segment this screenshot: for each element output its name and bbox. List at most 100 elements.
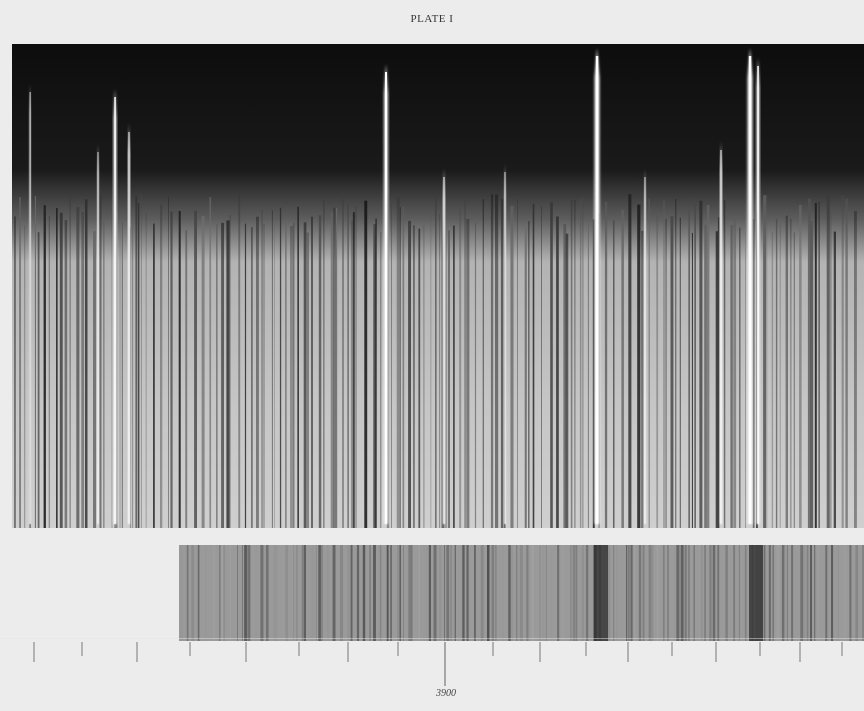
comparison-line	[494, 545, 497, 641]
scale-ticks	[33, 642, 843, 686]
comparison-line	[738, 545, 740, 641]
comparison-line	[539, 545, 541, 641]
absorption-line	[194, 210, 197, 528]
absorption-line	[524, 224, 527, 528]
absorption-line	[785, 215, 788, 528]
comparison-line	[800, 545, 804, 641]
spectrum-background	[12, 44, 864, 528]
absorption-line	[375, 218, 377, 528]
absorption-line	[637, 204, 641, 528]
comparison-line	[684, 545, 687, 641]
comparison-line	[311, 545, 314, 641]
comparison-line	[837, 545, 839, 641]
comparison-line	[397, 545, 400, 641]
comparison-line	[650, 545, 654, 641]
comparison-line	[296, 545, 298, 641]
comparison-line	[219, 545, 221, 641]
comparison-line	[781, 545, 785, 641]
absorption-line	[285, 219, 287, 528]
emission-line-core	[114, 97, 116, 524]
absorption-line	[435, 194, 437, 528]
emission-line-core	[757, 66, 759, 524]
absorption-line	[396, 197, 400, 528]
comparison-spectrum-strip	[179, 545, 864, 641]
absorption-line	[717, 217, 720, 528]
comparison-line	[318, 545, 321, 641]
absorption-line	[699, 200, 703, 528]
absorption-line	[574, 199, 576, 528]
absorption-line	[550, 202, 553, 528]
absorption-line	[790, 218, 792, 528]
absorption-line	[221, 222, 224, 528]
comparison-line	[356, 545, 360, 641]
absorption-line	[706, 205, 710, 528]
absorption-line	[582, 197, 584, 528]
absorption-line	[500, 198, 504, 528]
absorption-line	[793, 232, 795, 528]
comparison-line	[717, 545, 720, 641]
comparison-line	[408, 545, 412, 641]
comparison-line	[763, 545, 766, 641]
absorption-line	[482, 199, 484, 528]
comparison-line	[607, 545, 611, 641]
comparison-line	[704, 545, 706, 641]
absorption-line	[418, 228, 421, 528]
comparison-line	[347, 545, 350, 641]
absorption-line	[730, 224, 733, 528]
absorption-line	[140, 194, 142, 528]
absorption-line	[333, 207, 337, 528]
comparison-line	[237, 545, 238, 641]
comparison-line	[205, 545, 207, 641]
absorption-line	[739, 227, 741, 528]
comparison-line	[428, 545, 431, 641]
absorption-line	[335, 207, 338, 528]
absorption-line	[251, 227, 253, 528]
comparison-line	[315, 545, 317, 641]
comparison-line	[373, 545, 376, 641]
absorption-line	[111, 208, 113, 528]
absorption-line	[347, 203, 349, 528]
comparison-line	[557, 545, 560, 641]
comparison-line	[531, 545, 534, 641]
absorption-line	[274, 223, 275, 528]
comparison-line	[275, 545, 277, 641]
comparison-line	[508, 545, 511, 641]
comparison-line	[260, 545, 264, 641]
comparison-line	[794, 545, 796, 641]
absorption-line	[76, 207, 80, 528]
comparison-line	[642, 545, 645, 641]
comparison-line	[487, 545, 490, 641]
absorption-line	[297, 206, 299, 528]
comparison-line	[502, 545, 504, 641]
absorption-line	[364, 200, 368, 528]
absorption-line	[153, 223, 155, 528]
absorption-line	[48, 215, 50, 528]
comparison-line	[212, 545, 216, 641]
absorption-line	[604, 201, 608, 528]
absorption-line	[135, 196, 138, 528]
comparison-line	[825, 545, 828, 641]
comparison-line	[562, 545, 564, 641]
comparison-line	[439, 545, 442, 641]
comparison-line	[362, 545, 366, 641]
absorption-line	[528, 221, 530, 528]
comparison-line	[810, 545, 812, 641]
comparison-line	[570, 545, 572, 641]
absorption-line	[621, 209, 624, 528]
absorption-line	[565, 233, 569, 528]
absorption-line	[170, 211, 173, 528]
comparison-line	[803, 545, 806, 641]
absorption-line	[830, 213, 832, 528]
absorption-line	[185, 230, 188, 528]
comparison-line	[550, 545, 552, 641]
absorption-line	[464, 197, 466, 528]
absorption-line	[263, 223, 265, 528]
absorption-line	[826, 194, 830, 528]
absorption-line	[510, 206, 514, 528]
absorption-line	[145, 213, 147, 528]
absorption-line	[244, 223, 247, 528]
absorption-line	[448, 230, 450, 528]
absorption-line	[807, 198, 811, 528]
absorption-line	[490, 194, 494, 528]
